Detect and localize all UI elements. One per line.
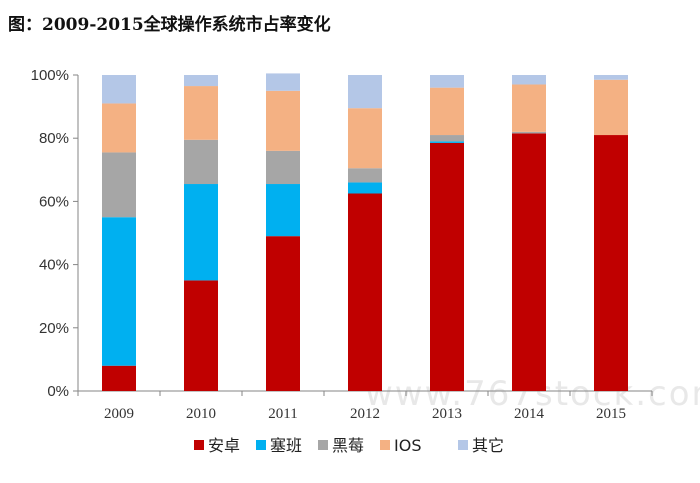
- bar-segment: [430, 75, 464, 88]
- chart-title: 图：2009-2015全球操作系统市占率变化: [8, 15, 331, 35]
- legend-label: 安卓: [208, 436, 240, 455]
- bar-segment: [184, 86, 218, 140]
- legend-label: IOS: [394, 436, 421, 455]
- bar-segment: [102, 365, 136, 391]
- bar-segment: [184, 184, 218, 281]
- bar-segment: [430, 142, 464, 391]
- x-tick-label: 2015: [596, 406, 626, 422]
- bar-segment: [430, 87, 464, 136]
- bar-segment: [348, 182, 382, 194]
- y-tick-label: 0%: [47, 383, 69, 400]
- bar-segment: [184, 139, 218, 185]
- legend-swatch: [318, 440, 328, 450]
- legend-label: 其它: [472, 436, 504, 455]
- bar-segment: [512, 131, 546, 134]
- bar-segment: [184, 280, 218, 391]
- y-tick-label: 60%: [39, 193, 69, 210]
- bar-segment: [512, 133, 546, 391]
- y-tick-label: 100%: [31, 67, 69, 84]
- bar-segment: [594, 75, 628, 80]
- bar-segment: [348, 193, 382, 391]
- bar-segment: [512, 75, 546, 85]
- bar-segment: [266, 184, 300, 237]
- legend-swatch: [256, 440, 266, 450]
- bar-segment: [266, 90, 300, 151]
- y-tick-label: 20%: [39, 320, 69, 337]
- x-tick-label: 2012: [350, 406, 380, 422]
- bar-segment: [430, 135, 464, 142]
- bar-segment: [266, 150, 300, 185]
- legend-swatch: [380, 440, 390, 450]
- bar-segment: [348, 75, 382, 109]
- x-tick-label: 2010: [186, 406, 216, 422]
- x-tick-label: 2011: [268, 406, 297, 422]
- legend-swatch: [458, 440, 468, 450]
- bar-segment: [102, 103, 136, 153]
- bar-segment: [594, 135, 628, 391]
- bar-segment: [266, 236, 300, 391]
- bar-segment: [184, 75, 218, 87]
- legend: 安卓 塞班 黑莓 IOS 其它: [194, 436, 504, 455]
- x-tick-label: 2013: [432, 406, 462, 422]
- bar-segment: [102, 75, 136, 104]
- bar-segment: [348, 108, 382, 169]
- bars: [102, 73, 628, 391]
- legend-label: 黑莓: [332, 436, 364, 455]
- legend-swatch: [194, 440, 204, 450]
- bar-segment: [594, 79, 628, 136]
- bar-segment: [512, 84, 546, 132]
- bar-segment: [102, 217, 136, 366]
- bar-segment: [348, 168, 382, 183]
- x-tick-label: 2009: [104, 406, 134, 422]
- legend-label: 塞班: [270, 436, 302, 455]
- bar-segment: [430, 141, 464, 143]
- bar-segment: [102, 152, 136, 218]
- y-tick-label: 80%: [39, 130, 69, 147]
- bar-segment: [266, 73, 300, 91]
- x-tick-label: 2014: [514, 406, 545, 422]
- y-tick-label: 40%: [39, 257, 69, 274]
- axes: 0% 20% 40% 60% 80% 100% 2009 2010 2011 2012 2013 20…: [31, 67, 653, 422]
